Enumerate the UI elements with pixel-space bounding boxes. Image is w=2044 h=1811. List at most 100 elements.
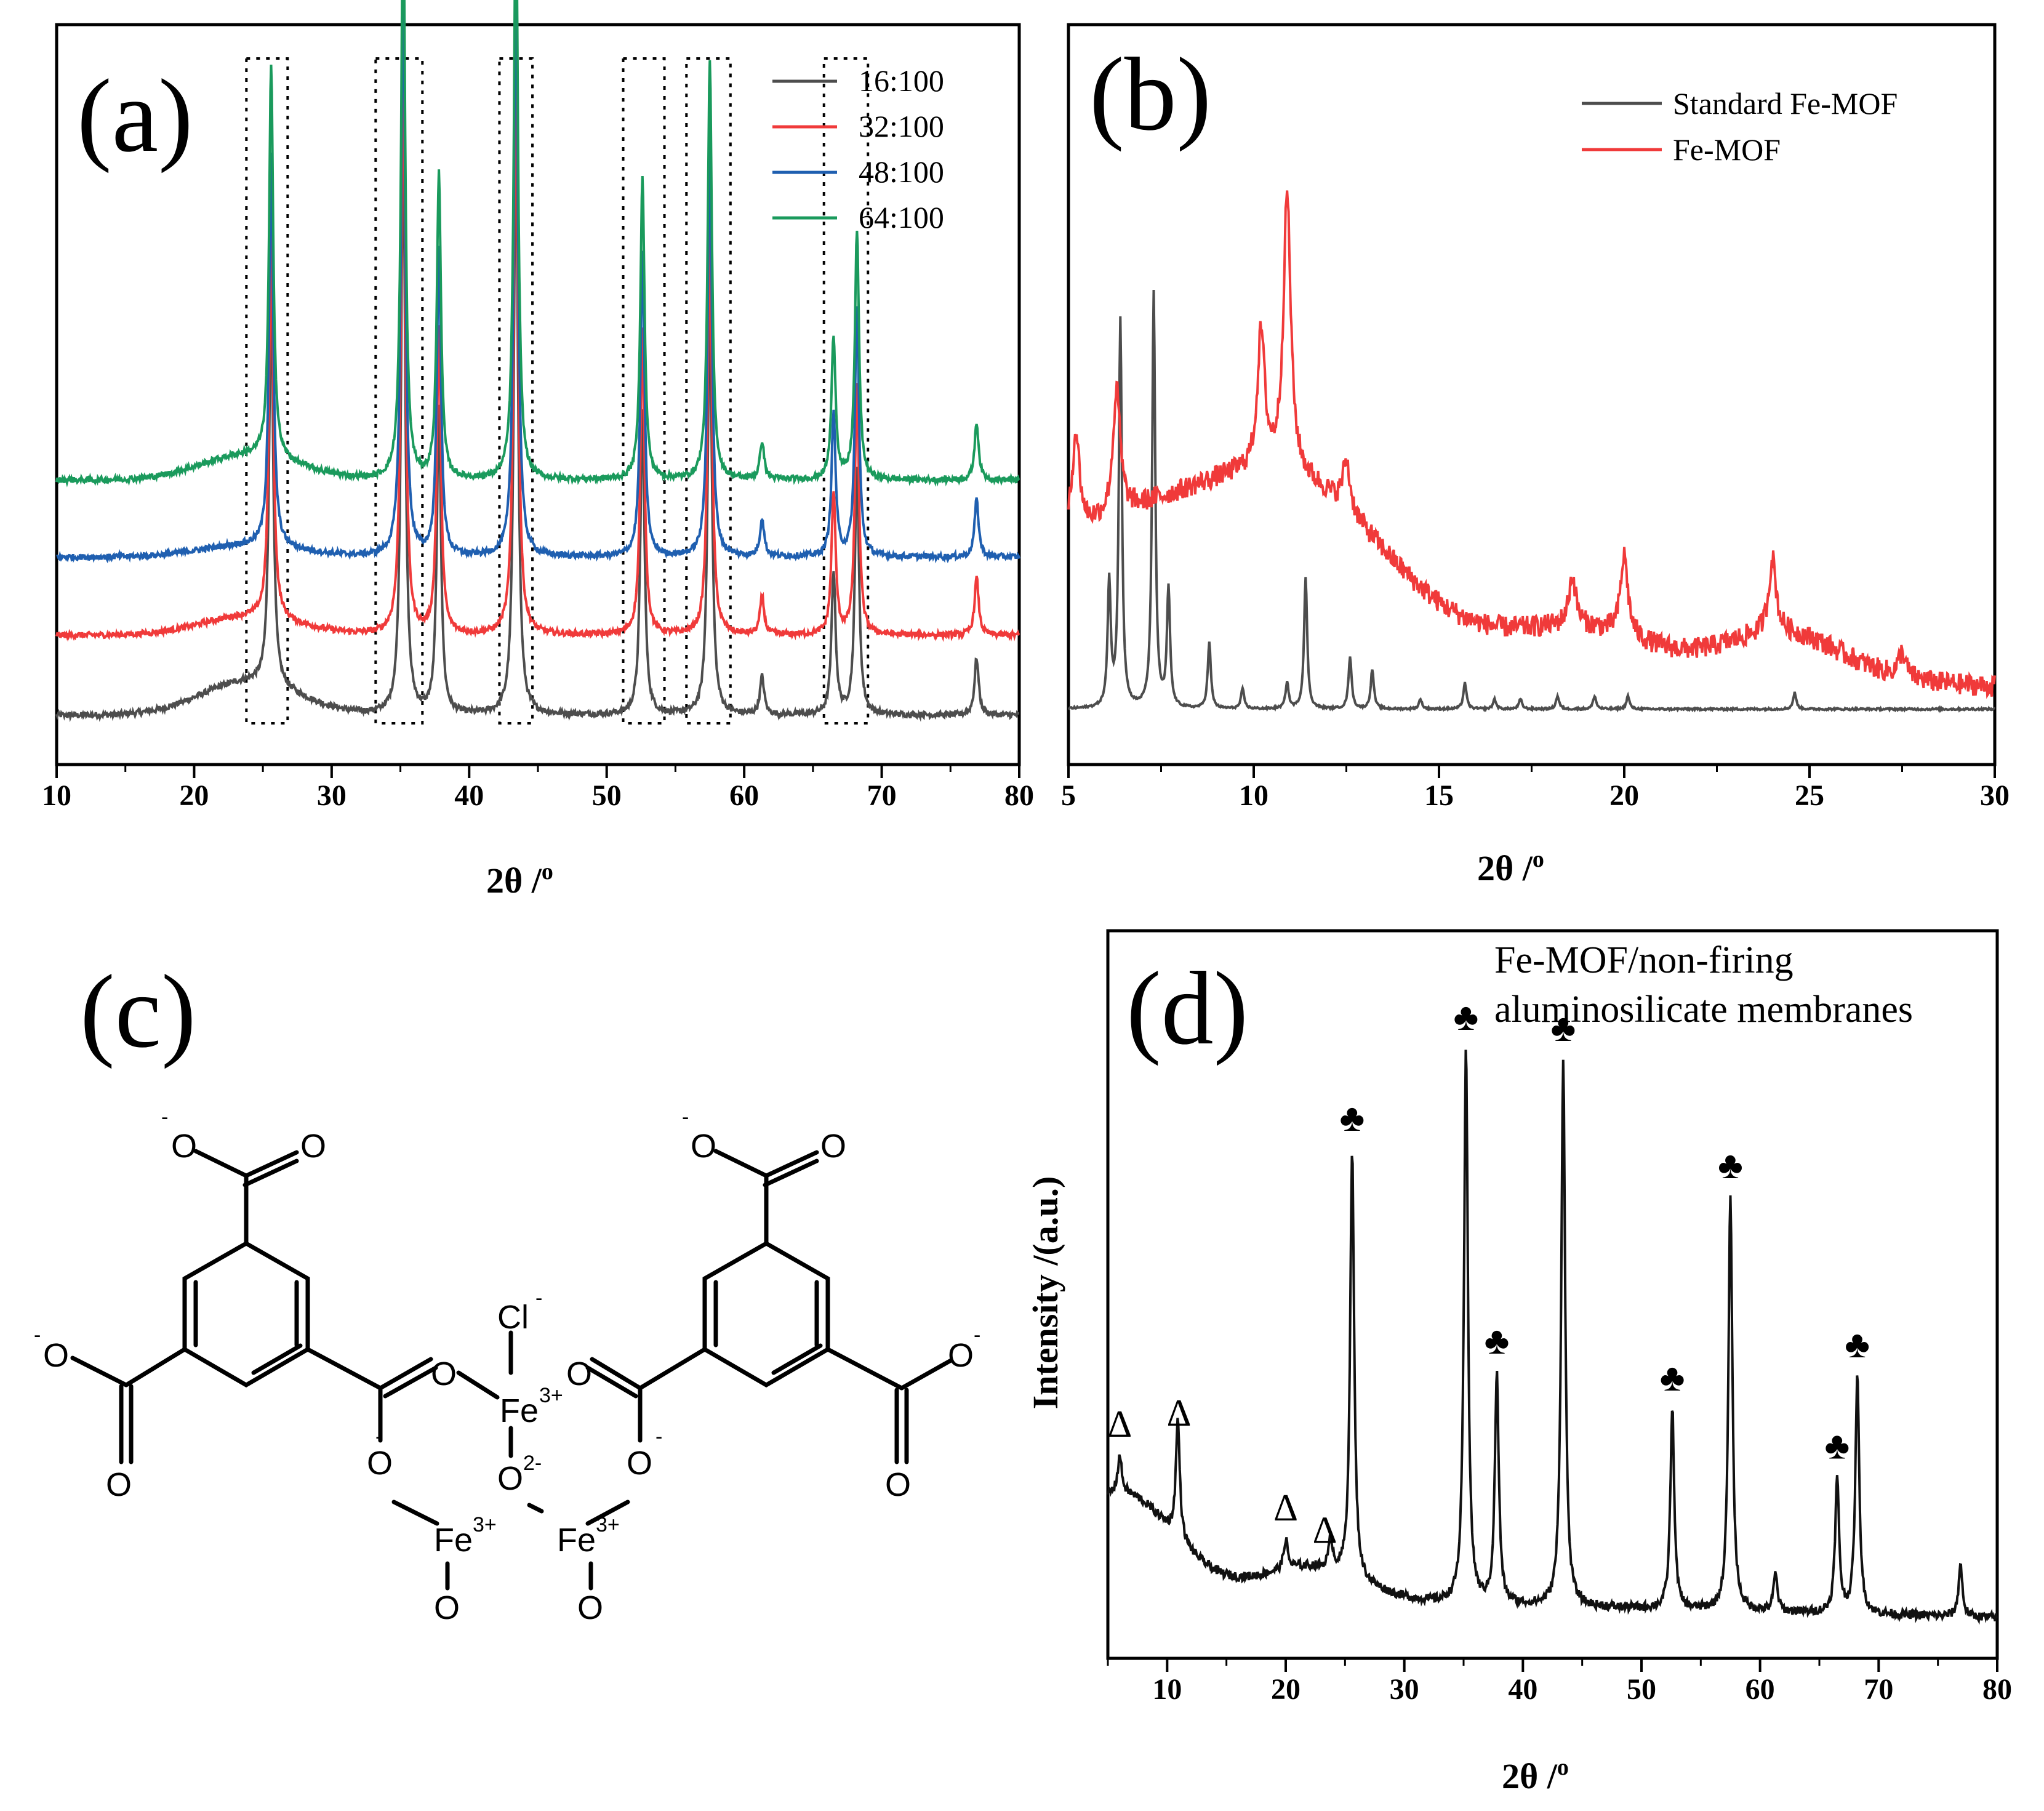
molecule-bonds bbox=[70, 1149, 953, 1591]
atom-o: O bbox=[627, 1445, 652, 1482]
x-tick-label: 80 bbox=[1982, 1673, 2012, 1706]
atom-o: O bbox=[820, 1128, 846, 1165]
o-fe-bond-lower-left bbox=[391, 1500, 439, 1526]
atom-o: O bbox=[171, 1128, 197, 1165]
panel-d-frame bbox=[1106, 929, 1999, 1660]
panel-d-series-line bbox=[1107, 1050, 1998, 1625]
left-ring-inner-bond-3 bbox=[251, 1343, 303, 1375]
right-top-co-single bbox=[713, 1149, 769, 1178]
atom-o: O bbox=[691, 1128, 716, 1165]
panel-d-title-line2: aluminosilicate membranes bbox=[1494, 989, 1913, 1030]
panel-a-xlabel-sup: o bbox=[542, 859, 553, 885]
delta-marker: Δ bbox=[1273, 1487, 1298, 1529]
panel-d-xlabel-sup: o bbox=[1557, 1754, 1569, 1780]
series-line-64-100 bbox=[55, 0, 1020, 488]
left-top-co-double-2 bbox=[242, 1158, 299, 1187]
dotted-peak-box bbox=[622, 57, 666, 725]
atom-o: O bbox=[300, 1128, 326, 1165]
panel-b-x-ticks: 5 10 15 20 25 30 bbox=[1061, 765, 2010, 812]
series-line-16-100 bbox=[55, 124, 1019, 723]
dotted-peak-box bbox=[245, 57, 289, 725]
x-tick-label: 40 bbox=[1508, 1673, 1537, 1706]
left-top-co-double-1 bbox=[244, 1150, 299, 1178]
x-tick-label: 70 bbox=[867, 779, 897, 812]
charge-minus: - bbox=[161, 1106, 168, 1129]
delta-marker: Δ bbox=[1167, 1392, 1192, 1434]
panel-a-xlabel-text: 2θ / bbox=[486, 861, 542, 901]
atom-o: O bbox=[577, 1589, 603, 1626]
right-benzene-ring bbox=[702, 1240, 830, 1388]
legend-label-standard: Standard Fe-MOF bbox=[1673, 86, 1898, 121]
molecule-atom-labels: O - O O - O O O - Cl - Fe 3+ O 2- O O - … bbox=[34, 1106, 980, 1626]
o-fe-bond-left bbox=[456, 1370, 500, 1400]
delta-marker: Δ bbox=[1313, 1510, 1337, 1552]
x-tick-label: 60 bbox=[729, 779, 759, 812]
panel-b-xlabel-text: 2θ / bbox=[1477, 848, 1533, 888]
club-marker: ♣ bbox=[1825, 1426, 1850, 1468]
panel-b-xlabel-sup: o bbox=[1533, 846, 1544, 872]
atom-o: O bbox=[434, 1589, 460, 1626]
left-right-co-double-1 bbox=[378, 1357, 433, 1391]
panel-d-title-line1: Fe-MOF/non-firing bbox=[1494, 939, 1794, 981]
left-benzene-ring bbox=[182, 1240, 310, 1388]
legend-label-femof: Fe-MOF bbox=[1673, 132, 1781, 167]
x-tick-label: 15 bbox=[1424, 779, 1454, 812]
atom-o: O bbox=[948, 1337, 974, 1374]
left-left-co-single bbox=[70, 1355, 129, 1387]
charge-minus: - bbox=[535, 1287, 542, 1310]
panel-b-legend: Standard Fe-MOF Fe-MOF bbox=[1582, 86, 1898, 167]
panel-b-series-lines bbox=[1067, 190, 1996, 713]
x-tick-label: 25 bbox=[1795, 779, 1824, 812]
charge-two-minus: 2- bbox=[523, 1452, 542, 1475]
x-tick-label: 5 bbox=[1061, 779, 1076, 812]
right-top-co-double-1 bbox=[764, 1150, 819, 1178]
charge-three-plus: 3+ bbox=[539, 1384, 563, 1407]
atom-fe: Fe bbox=[557, 1522, 596, 1559]
club-marker: ♣ bbox=[1454, 997, 1479, 1038]
panel-b-label: (b) bbox=[1089, 36, 1211, 152]
dotted-peak-box bbox=[498, 57, 534, 725]
club-marker: ♣ bbox=[1845, 1324, 1870, 1366]
x-tick-label: 40 bbox=[454, 779, 484, 812]
x-tick-label: 10 bbox=[42, 779, 71, 812]
atom-fe: Fe bbox=[500, 1392, 539, 1429]
right-top-co-double-2 bbox=[763, 1158, 819, 1187]
right-left-co-double-2 bbox=[585, 1365, 638, 1399]
x-tick-label: 60 bbox=[1745, 1673, 1775, 1706]
x-tick-label: 50 bbox=[592, 779, 622, 812]
charge-three-plus: 3+ bbox=[596, 1513, 620, 1536]
x-tick-label: 20 bbox=[1271, 1673, 1301, 1706]
atom-fe: Fe bbox=[434, 1522, 473, 1559]
o-fe-bond-lower-center bbox=[527, 1503, 544, 1514]
atom-o: O bbox=[497, 1460, 523, 1497]
series-line-membrane bbox=[1107, 1050, 1998, 1625]
x-tick-label: 30 bbox=[317, 779, 347, 812]
club-marker: ♣ bbox=[1340, 1098, 1365, 1139]
x-tick-label: 70 bbox=[1864, 1673, 1893, 1706]
atom-o: O bbox=[367, 1445, 393, 1482]
panel-d-label: (d) bbox=[1126, 950, 1248, 1066]
panel-a-x-ticks: 10 20 30 40 50 60 70 80 bbox=[42, 765, 1034, 812]
panel-c-label: (c) bbox=[80, 954, 196, 1069]
series-line-fe-mof bbox=[1067, 190, 1996, 699]
legend-label-48: 48:100 bbox=[859, 155, 944, 189]
panel-d: Δ ΔΔΔ♣♣♣♣♣♣♣♣ 10 20 30 40 50 60 70 80 (d) Fe-MOF… bbox=[1025, 929, 2012, 1796]
panel-a: 10 20 30 40 50 60 70 80 (a) 16:100 32:100 48:10… bbox=[42, 0, 1034, 901]
club-marker: ♣ bbox=[1550, 1008, 1576, 1050]
series-line-48-100 bbox=[56, 0, 1020, 564]
right-ring-inner-bond-3 bbox=[771, 1343, 823, 1375]
atom-o: O bbox=[566, 1355, 592, 1392]
x-tick-label: 10 bbox=[1239, 779, 1268, 812]
atom-cl: Cl bbox=[497, 1299, 529, 1336]
right-right-c-bond bbox=[825, 1347, 904, 1391]
left-left-c-bond bbox=[124, 1347, 187, 1387]
atom-o: O bbox=[43, 1337, 69, 1374]
x-tick-label: 30 bbox=[1980, 779, 2010, 812]
panel-d-peak-markers: Δ ΔΔΔ♣♣♣♣♣♣♣♣ bbox=[1107, 997, 1870, 1552]
panel-d-x-axis-label: 2θ /o bbox=[1502, 1754, 1569, 1796]
panel-a-series-lines bbox=[55, 0, 1020, 723]
panel-d-xlabel-text: 2θ / bbox=[1502, 1756, 1558, 1796]
delta-marker: Δ bbox=[1107, 1403, 1132, 1445]
x-tick-label: 80 bbox=[1004, 779, 1034, 812]
